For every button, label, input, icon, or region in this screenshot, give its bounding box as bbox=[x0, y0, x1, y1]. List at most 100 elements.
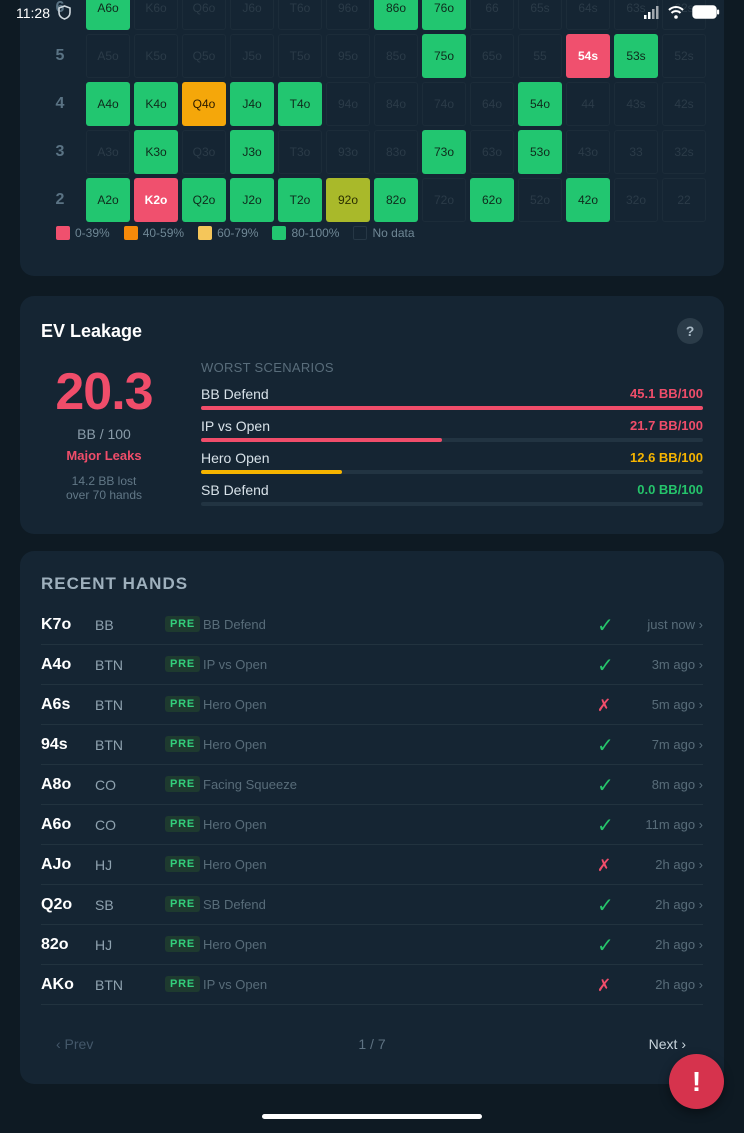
hand-position: BTN bbox=[95, 737, 123, 753]
hand-scenario: BB Defend bbox=[203, 617, 266, 632]
hand-cell[interactable]: 43o bbox=[566, 130, 610, 174]
hand-cell[interactable]: A5o bbox=[86, 34, 130, 78]
street-badge: PRE bbox=[165, 776, 201, 792]
hand-cell[interactable]: 85o bbox=[374, 34, 418, 78]
hand-row[interactable]: 94s BTN PRE Hero Open ✓ 7m ago › bbox=[41, 725, 703, 765]
hand-cell[interactable]: 96o bbox=[326, 0, 370, 30]
hand-cell[interactable]: 62o bbox=[470, 178, 514, 222]
hand-row[interactable]: AJo HJ PRE Hero Open ✗ 2h ago › bbox=[41, 845, 703, 885]
bb-lost-text: 14.2 BB lost bbox=[71, 474, 137, 488]
hand-cell[interactable]: Q2o bbox=[182, 178, 226, 222]
hand-cell[interactable]: 83o bbox=[374, 130, 418, 174]
hand-cell[interactable]: A3o bbox=[86, 130, 130, 174]
hand-cell[interactable]: J6o bbox=[230, 0, 274, 30]
hand-row[interactable]: K7o BB PRE BB Defend ✓ just now › bbox=[41, 605, 703, 645]
hand-cell[interactable]: T5o bbox=[278, 34, 322, 78]
hand-cell[interactable]: 76o bbox=[422, 0, 466, 30]
legend-item: 60-79% bbox=[198, 226, 258, 240]
legend-label: No data bbox=[372, 226, 415, 240]
hand-cell[interactable]: 65s bbox=[518, 0, 562, 30]
battery-icon bbox=[692, 5, 720, 19]
hand-cell[interactable]: 52o bbox=[518, 178, 562, 222]
hand-cell[interactable]: 55 bbox=[518, 34, 562, 78]
hand-cell[interactable]: 64s bbox=[566, 0, 610, 30]
hand-row[interactable]: A8o CO PRE Facing Squeeze ✓ 8m ago › bbox=[41, 765, 703, 805]
hand-cell[interactable]: T6o bbox=[278, 0, 322, 30]
hand-cell[interactable]: Q6o bbox=[182, 0, 226, 30]
legend-swatch bbox=[198, 226, 213, 240]
hand-cell[interactable]: 22 bbox=[662, 178, 706, 222]
hand-cell[interactable]: T4o bbox=[278, 82, 322, 126]
hand-row[interactable]: A6o CO PRE Hero Open ✓ 11m ago › bbox=[41, 805, 703, 845]
hand-cell[interactable]: 32s bbox=[662, 130, 706, 174]
hand-cell[interactable]: 52s bbox=[662, 34, 706, 78]
hand-cell[interactable]: 92o bbox=[326, 178, 370, 222]
hand-cell[interactable]: 93o bbox=[326, 130, 370, 174]
hand-cell[interactable]: 82o bbox=[374, 178, 418, 222]
hand-cell[interactable]: K3o bbox=[134, 130, 178, 174]
report-issue-button[interactable]: ! bbox=[669, 1054, 724, 1109]
hand-cell[interactable]: K4o bbox=[134, 82, 178, 126]
hand-cell[interactable]: K5o bbox=[134, 34, 178, 78]
hand-row[interactable]: 82o HJ PRE Hero Open ✓ 2h ago › bbox=[41, 925, 703, 965]
hand-cell[interactable]: Q5o bbox=[182, 34, 226, 78]
hand-cell[interactable]: K6o bbox=[134, 0, 178, 30]
worst-scenarios-title: WORST SCENARIOS bbox=[201, 360, 334, 375]
hand-cell[interactable]: 42s bbox=[662, 82, 706, 126]
page-indicator: 1 / 7 bbox=[358, 1036, 386, 1052]
hand-cell[interactable]: 95o bbox=[326, 34, 370, 78]
hand-cell[interactable]: J4o bbox=[230, 82, 274, 126]
hand-cell[interactable]: Q4o bbox=[182, 82, 226, 126]
prev-page-button[interactable]: ‹ Prev bbox=[56, 1036, 94, 1052]
hand-cell[interactable]: A6o bbox=[86, 0, 130, 30]
hand-cell[interactable]: Q3o bbox=[182, 130, 226, 174]
hand-cards: 94s bbox=[41, 736, 68, 753]
hand-cell[interactable]: 94o bbox=[326, 82, 370, 126]
hand-cell[interactable]: A4o bbox=[86, 82, 130, 126]
hand-cell[interactable]: T3o bbox=[278, 130, 322, 174]
hand-cards: A8o bbox=[41, 776, 72, 793]
hand-row[interactable]: AKo BTN PRE IP vs Open ✗ 2h ago › bbox=[41, 965, 703, 1005]
hand-cell[interactable]: K2o bbox=[134, 178, 178, 222]
legend-label: 60-79% bbox=[217, 226, 259, 240]
hand-cell[interactable]: J5o bbox=[230, 34, 274, 78]
hand-cell[interactable]: 75o bbox=[422, 34, 466, 78]
home-indicator[interactable] bbox=[262, 1114, 482, 1119]
hand-position: CO bbox=[95, 817, 116, 833]
hand-time: 2h ago › bbox=[655, 857, 703, 872]
hand-cell[interactable]: 53o bbox=[518, 130, 562, 174]
hand-cell[interactable]: 64o bbox=[470, 82, 514, 126]
hand-row[interactable]: A6s BTN PRE Hero Open ✗ 5m ago › bbox=[41, 685, 703, 725]
hand-cell[interactable]: J3o bbox=[230, 130, 274, 174]
hand-cell[interactable]: 65o bbox=[470, 34, 514, 78]
hand-cell[interactable]: 84o bbox=[374, 82, 418, 126]
hand-cell[interactable]: 42o bbox=[566, 178, 610, 222]
hand-cell[interactable]: A2o bbox=[86, 178, 130, 222]
grid-row-label: 2 bbox=[55, 191, 65, 208]
hand-cell[interactable]: 66 bbox=[470, 0, 514, 30]
hand-time: 2h ago › bbox=[655, 977, 703, 992]
hand-cell[interactable]: 72o bbox=[422, 178, 466, 222]
scenario-label: IP vs Open bbox=[201, 418, 271, 434]
hand-row[interactable]: A4o BTN PRE IP vs Open ✓ 3m ago › bbox=[41, 645, 703, 685]
hand-cell[interactable]: 53s bbox=[614, 34, 658, 78]
hand-cell[interactable]: J2o bbox=[230, 178, 274, 222]
hand-cell[interactable]: 32o bbox=[614, 178, 658, 222]
legend-item: 40-59% bbox=[123, 226, 184, 240]
hand-cell[interactable]: 44 bbox=[566, 82, 610, 126]
hand-cell[interactable]: 43s bbox=[614, 82, 658, 126]
hand-cell[interactable]: 74o bbox=[422, 82, 466, 126]
hand-cell[interactable]: 54o bbox=[518, 82, 562, 126]
hand-cell[interactable]: 54s bbox=[566, 34, 610, 78]
next-page-button[interactable]: Next › bbox=[648, 1036, 686, 1052]
hand-cell[interactable]: 86o bbox=[374, 0, 418, 30]
hand-row[interactable]: Q2o SB PRE SB Defend ✓ 2h ago › bbox=[41, 885, 703, 925]
hand-cell[interactable]: T2o bbox=[278, 178, 322, 222]
hand-cell[interactable]: 73o bbox=[422, 130, 466, 174]
scenario-bar-fill bbox=[201, 406, 703, 410]
hand-cell[interactable]: 63o bbox=[470, 130, 514, 174]
scenario-label: BB Defend bbox=[201, 386, 269, 402]
help-button[interactable]: ? bbox=[677, 318, 703, 344]
hand-cell[interactable]: 33 bbox=[614, 130, 658, 174]
grid-row-label: 3 bbox=[55, 143, 65, 160]
